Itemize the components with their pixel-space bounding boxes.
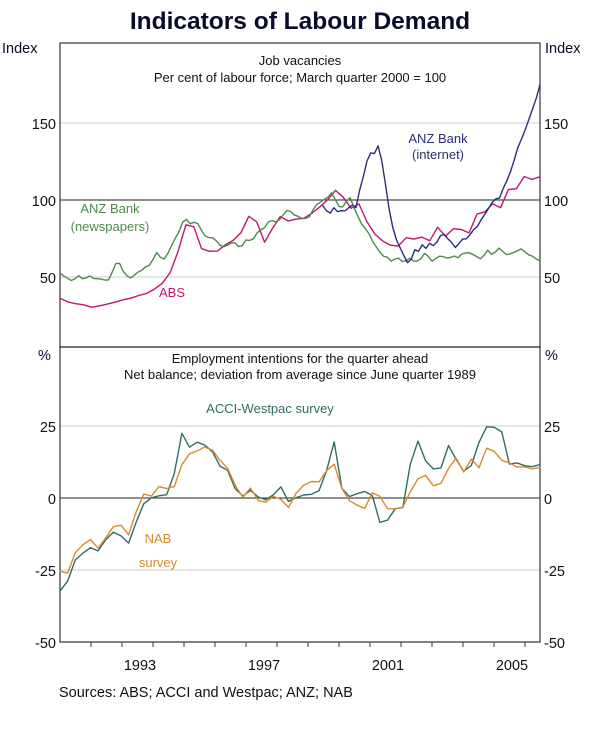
svg-text:Indicators of Labour Demand: Indicators of Labour Demand (130, 8, 470, 35)
svg-text:Per cent of labour force; Marc: Per cent of labour force; March quarter … (154, 70, 446, 85)
svg-text:-25: -25 (544, 564, 565, 580)
svg-text:ANZ Bank: ANZ Bank (408, 131, 468, 146)
svg-text:100: 100 (32, 194, 56, 210)
svg-text:(internet): (internet) (412, 147, 464, 162)
svg-text:0: 0 (544, 492, 552, 508)
svg-text:Index: Index (545, 41, 581, 57)
svg-text:%: % (545, 348, 558, 364)
svg-text:0: 0 (48, 492, 56, 508)
svg-text:%: % (38, 348, 51, 364)
svg-text:50: 50 (544, 271, 560, 287)
svg-text:25: 25 (544, 420, 560, 436)
svg-text:survey: survey (139, 555, 178, 570)
svg-text:100: 100 (544, 194, 568, 210)
svg-text:(newspapers): (newspapers) (71, 219, 150, 234)
svg-text:ACCI-Westpac survey: ACCI-Westpac survey (206, 401, 334, 416)
svg-text:Sources: ABS; ACCI and Westpac: Sources: ABS; ACCI and Westpac; ANZ; NAB (59, 685, 353, 701)
svg-text:150: 150 (544, 117, 568, 133)
svg-text:ABS: ABS (159, 285, 185, 300)
svg-text:-25: -25 (35, 564, 56, 580)
svg-text:Index: Index (2, 41, 38, 57)
svg-text:Net balance; deviation from av: Net balance; deviation from average sinc… (124, 367, 476, 382)
svg-text:Job vacancies: Job vacancies (259, 53, 342, 68)
svg-text:2001: 2001 (372, 658, 404, 674)
svg-text:-50: -50 (35, 636, 56, 652)
svg-text:-50: -50 (544, 636, 565, 652)
svg-text:25: 25 (40, 420, 56, 436)
svg-text:150: 150 (32, 117, 56, 133)
svg-text:1993: 1993 (124, 658, 156, 674)
svg-text:50: 50 (40, 271, 56, 287)
svg-text:2005: 2005 (496, 658, 528, 674)
svg-text:Employment intentions for the: Employment intentions for the quarter ah… (172, 351, 429, 366)
svg-text:1997: 1997 (248, 658, 280, 674)
svg-text:ANZ Bank: ANZ Bank (80, 201, 140, 216)
svg-text:NAB: NAB (145, 531, 172, 546)
